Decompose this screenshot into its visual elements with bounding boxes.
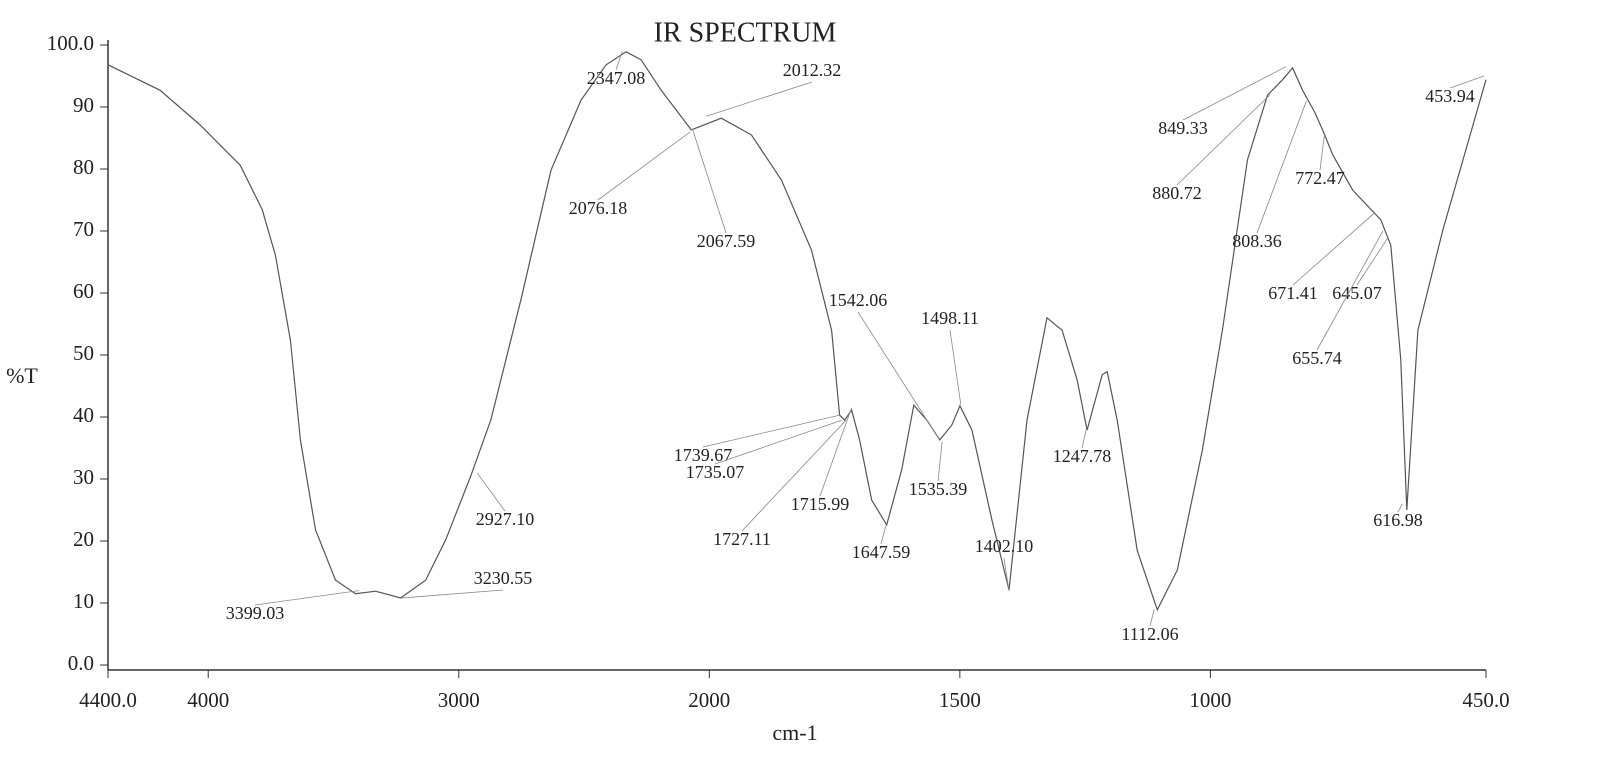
peak-leader xyxy=(949,329,962,405)
x-axis-label: cm-1 xyxy=(772,720,817,745)
peak-label: 772.47 xyxy=(1295,168,1345,188)
peak-label: 1402.10 xyxy=(975,536,1034,556)
peak-label: 1739.67 xyxy=(674,445,733,465)
peak-leader xyxy=(706,81,813,117)
peak-label: 2347.08 xyxy=(587,68,646,88)
peak-leader xyxy=(819,407,853,497)
y-tick-label: 50 xyxy=(73,341,94,365)
peak-leader xyxy=(1356,236,1389,286)
y-tick-label: 70 xyxy=(73,217,94,241)
peak-leader xyxy=(857,311,940,439)
peak-leader xyxy=(691,128,727,234)
peak-leader xyxy=(1176,94,1271,186)
peak-leader xyxy=(254,590,359,606)
x-tick-label: 4400.0 xyxy=(79,688,137,712)
peak-label: 1112.06 xyxy=(1121,624,1178,644)
peak-label: 1535.39 xyxy=(909,479,968,499)
peak-label: 3399.03 xyxy=(226,603,285,623)
y-tick-label: 0.0 xyxy=(68,651,94,675)
peak-label: 2927.10 xyxy=(476,509,535,529)
peak-label: 808.36 xyxy=(1232,231,1282,251)
y-axis-label: %T xyxy=(6,363,38,388)
peak-leader xyxy=(1449,75,1485,89)
peak-leader xyxy=(1256,100,1307,234)
peak-leader xyxy=(1319,134,1325,171)
peak-label: 1735.07 xyxy=(686,462,745,482)
peak-label: 2067.59 xyxy=(697,231,756,251)
peak-label: 616.98 xyxy=(1373,510,1423,530)
peak-label: 1727.11 xyxy=(713,529,771,549)
y-tick-label: 90 xyxy=(73,93,94,117)
x-tick-label: 1500 xyxy=(939,688,981,712)
peak-leader xyxy=(1003,557,1010,591)
peak-leader xyxy=(741,419,847,532)
x-tick-label: 1000 xyxy=(1189,688,1231,712)
peak-label: 1247.78 xyxy=(1053,446,1112,466)
y-tick-label: 100.0 xyxy=(47,31,94,55)
peak-leader xyxy=(1397,503,1403,513)
peak-leader xyxy=(1316,230,1384,351)
peak-label: 671.41 xyxy=(1268,283,1318,303)
peak-leader xyxy=(880,525,887,545)
peak-label: 453.94 xyxy=(1425,86,1475,106)
peak-label: 880.72 xyxy=(1152,183,1202,203)
y-tick-label: 80 xyxy=(73,155,94,179)
peak-leader xyxy=(937,441,943,482)
peak-leader xyxy=(597,131,691,201)
peak-leader xyxy=(1292,212,1376,286)
peak-label: 655.74 xyxy=(1292,348,1342,368)
x-tick-label: 2000 xyxy=(688,688,730,712)
peak-leader xyxy=(702,414,840,448)
peak-leader xyxy=(400,589,504,599)
peak-label: 1542.06 xyxy=(829,290,888,310)
y-tick-label: 10 xyxy=(73,589,94,613)
x-tick-label: 450.0 xyxy=(1462,688,1509,712)
peak-label: 1498.11 xyxy=(921,308,979,328)
peak-label: 3230.55 xyxy=(474,568,533,588)
peak-leader xyxy=(714,419,843,465)
y-tick-label: 20 xyxy=(73,527,94,551)
peak-label: 849.33 xyxy=(1158,118,1208,138)
peak-leader xyxy=(615,51,623,71)
y-tick-label: 60 xyxy=(73,279,94,303)
peak-label: 2076.18 xyxy=(569,198,628,218)
spectrum-line xyxy=(107,51,1487,612)
peak-label: 1715.99 xyxy=(791,494,850,514)
peak-leader xyxy=(1081,429,1087,449)
y-tick-label: 30 xyxy=(73,465,94,489)
peak-label: 2012.32 xyxy=(783,60,842,80)
peak-leader xyxy=(1149,609,1155,627)
y-tick-label: 40 xyxy=(73,403,94,427)
chart-title: IR SPECTRUM xyxy=(654,17,837,48)
peak-leader xyxy=(1182,66,1287,121)
x-tick-label: 4000 xyxy=(187,688,229,712)
peak-label: 645.07 xyxy=(1332,283,1382,303)
x-tick-label: 3000 xyxy=(438,688,480,712)
peak-leader xyxy=(476,472,506,512)
peak-label: 1647.59 xyxy=(852,542,911,562)
